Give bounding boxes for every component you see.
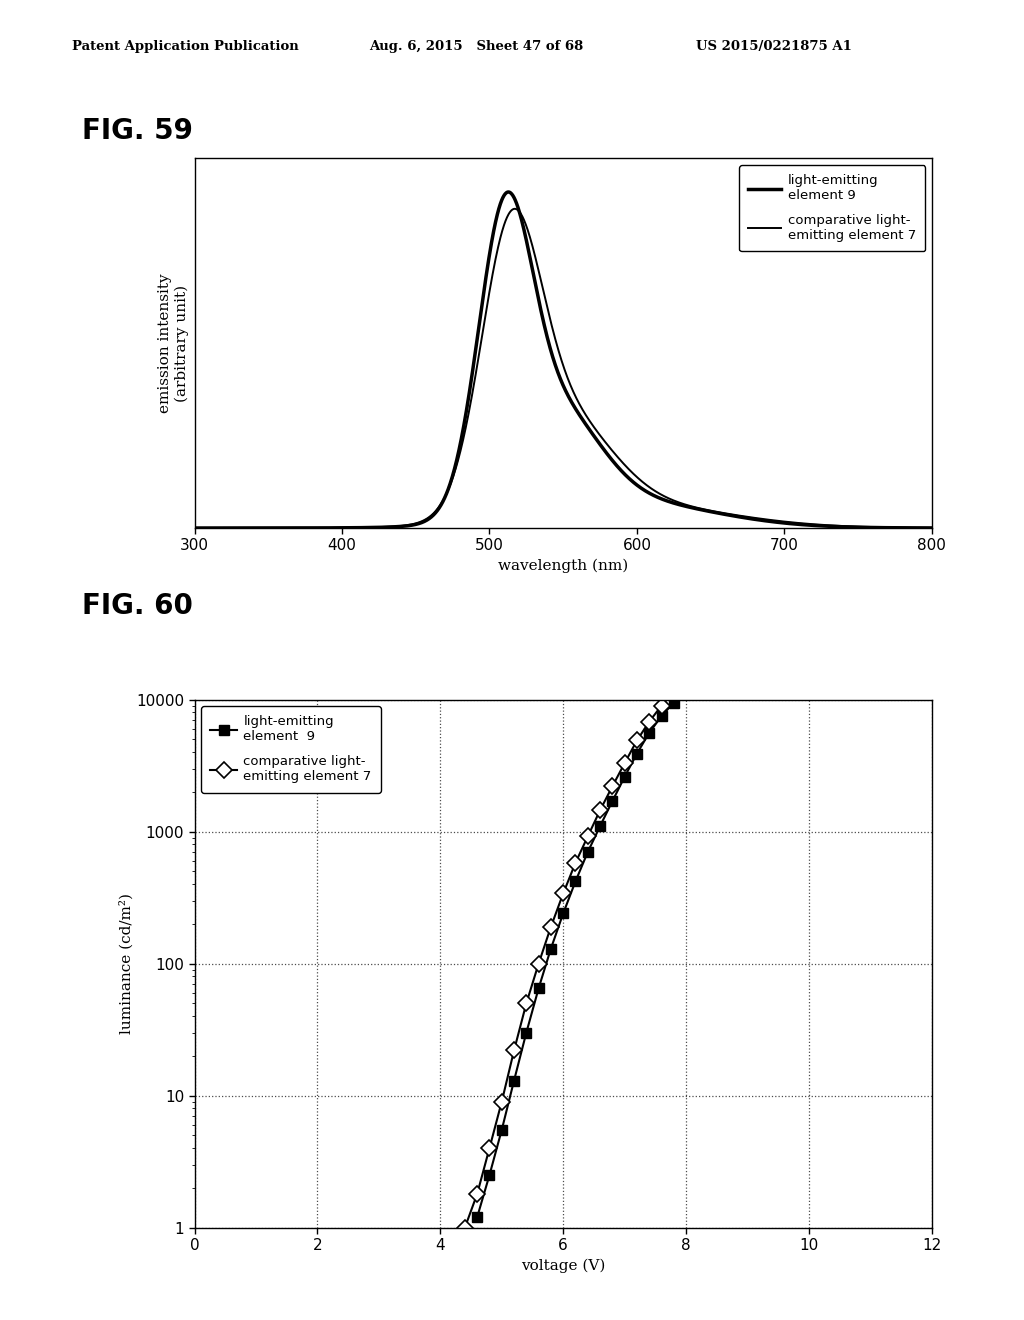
light-emitting
element  9 — [569, 874, 582, 890]
Line: light-emitting
element  9: light-emitting element 9 — [472, 680, 703, 1222]
light-emitting
element  9 — [532, 981, 545, 997]
light-emitting
element  9 — [655, 708, 668, 723]
light-emitting
element 9 — [904, 520, 916, 536]
comparative light-
emitting element 7 — [188, 520, 201, 536]
comparative light-
emitting element 7 — [520, 995, 532, 1011]
comparative light-
emitting element 7 — [692, 667, 705, 682]
light-emitting
element  9 — [508, 1073, 520, 1089]
Y-axis label: emission intensity
(arbitrary unit): emission intensity (arbitrary unit) — [159, 273, 189, 413]
Text: Aug. 6, 2015   Sheet 47 of 68: Aug. 6, 2015 Sheet 47 of 68 — [369, 40, 583, 53]
comparative light-
emitting element 7 — [527, 244, 540, 260]
comparative light-
emitting element 7 — [471, 1185, 483, 1201]
comparative light-
emitting element 7 — [618, 755, 631, 771]
light-emitting
element 9 — [503, 183, 515, 199]
light-emitting
element  9 — [594, 818, 606, 834]
light-emitting
element  9 — [471, 1209, 483, 1225]
light-emitting
element  9 — [692, 677, 705, 693]
light-emitting
element  9 — [557, 906, 569, 921]
Line: comparative light-
emitting element 7: comparative light- emitting element 7 — [460, 669, 703, 1233]
Text: US 2015/0221875 A1: US 2015/0221875 A1 — [696, 40, 852, 53]
Line: comparative light-
emitting element 7: comparative light- emitting element 7 — [195, 209, 932, 528]
comparative light-
emitting element 7 — [680, 675, 692, 690]
comparative light-
emitting element 7 — [769, 512, 781, 528]
Y-axis label: luminance (cd/m²): luminance (cd/m²) — [119, 894, 133, 1034]
comparative light-
emitting element 7 — [582, 829, 594, 845]
Legend: light-emitting
element 9, comparative light-
emitting element 7: light-emitting element 9, comparative li… — [739, 165, 926, 251]
Text: Patent Application Publication: Patent Application Publication — [72, 40, 298, 53]
comparative light-
emitting element 7 — [547, 325, 559, 341]
comparative light-
emitting element 7 — [545, 919, 557, 935]
comparative light-
emitting element 7 — [904, 520, 916, 536]
comparative light-
emitting element 7 — [606, 779, 618, 795]
comparative light-
emitting element 7 — [569, 855, 582, 871]
light-emitting
element 9 — [547, 351, 559, 367]
comparative light-
emitting element 7 — [668, 684, 680, 700]
light-emitting
element  9 — [668, 694, 680, 710]
light-emitting
element 9 — [904, 520, 916, 536]
comparative light-
emitting element 7 — [508, 1043, 520, 1059]
Legend: light-emitting
element  9, comparative light-
emitting element 7: light-emitting element 9, comparative li… — [201, 706, 381, 792]
light-emitting
element  9 — [520, 1024, 532, 1040]
X-axis label: voltage (V): voltage (V) — [521, 1258, 605, 1272]
Text: FIG. 60: FIG. 60 — [82, 591, 193, 620]
comparative light-
emitting element 7 — [655, 698, 668, 714]
light-emitting
element 9 — [226, 520, 239, 536]
comparative light-
emitting element 7 — [926, 520, 938, 536]
light-emitting
element  9 — [643, 725, 655, 741]
comparative light-
emitting element 7 — [904, 520, 916, 536]
comparative light-
emitting element 7 — [226, 520, 239, 536]
light-emitting
element 9 — [926, 520, 938, 536]
light-emitting
element  9 — [582, 843, 594, 859]
comparative light-
emitting element 7 — [459, 1220, 471, 1236]
light-emitting
element 9 — [527, 269, 540, 285]
comparative light-
emitting element 7 — [496, 1094, 508, 1110]
light-emitting
element  9 — [483, 1167, 496, 1183]
comparative light-
emitting element 7 — [483, 1140, 496, 1156]
X-axis label: wavelength (nm): wavelength (nm) — [498, 558, 629, 573]
light-emitting
element 9 — [769, 513, 781, 529]
comparative light-
emitting element 7 — [532, 956, 545, 972]
Line: light-emitting
element 9: light-emitting element 9 — [195, 191, 932, 528]
comparative light-
emitting element 7 — [557, 886, 569, 902]
Text: FIG. 59: FIG. 59 — [82, 116, 193, 145]
light-emitting
element  9 — [545, 941, 557, 957]
light-emitting
element  9 — [631, 746, 643, 762]
comparative light-
emitting element 7 — [631, 733, 643, 748]
light-emitting
element  9 — [496, 1122, 508, 1138]
light-emitting
element  9 — [618, 770, 631, 785]
comparative light-
emitting element 7 — [594, 803, 606, 818]
light-emitting
element  9 — [680, 686, 692, 702]
comparative light-
emitting element 7 — [509, 201, 521, 216]
light-emitting
element  9 — [606, 793, 618, 809]
comparative light-
emitting element 7 — [643, 714, 655, 730]
light-emitting
element 9 — [188, 520, 201, 536]
